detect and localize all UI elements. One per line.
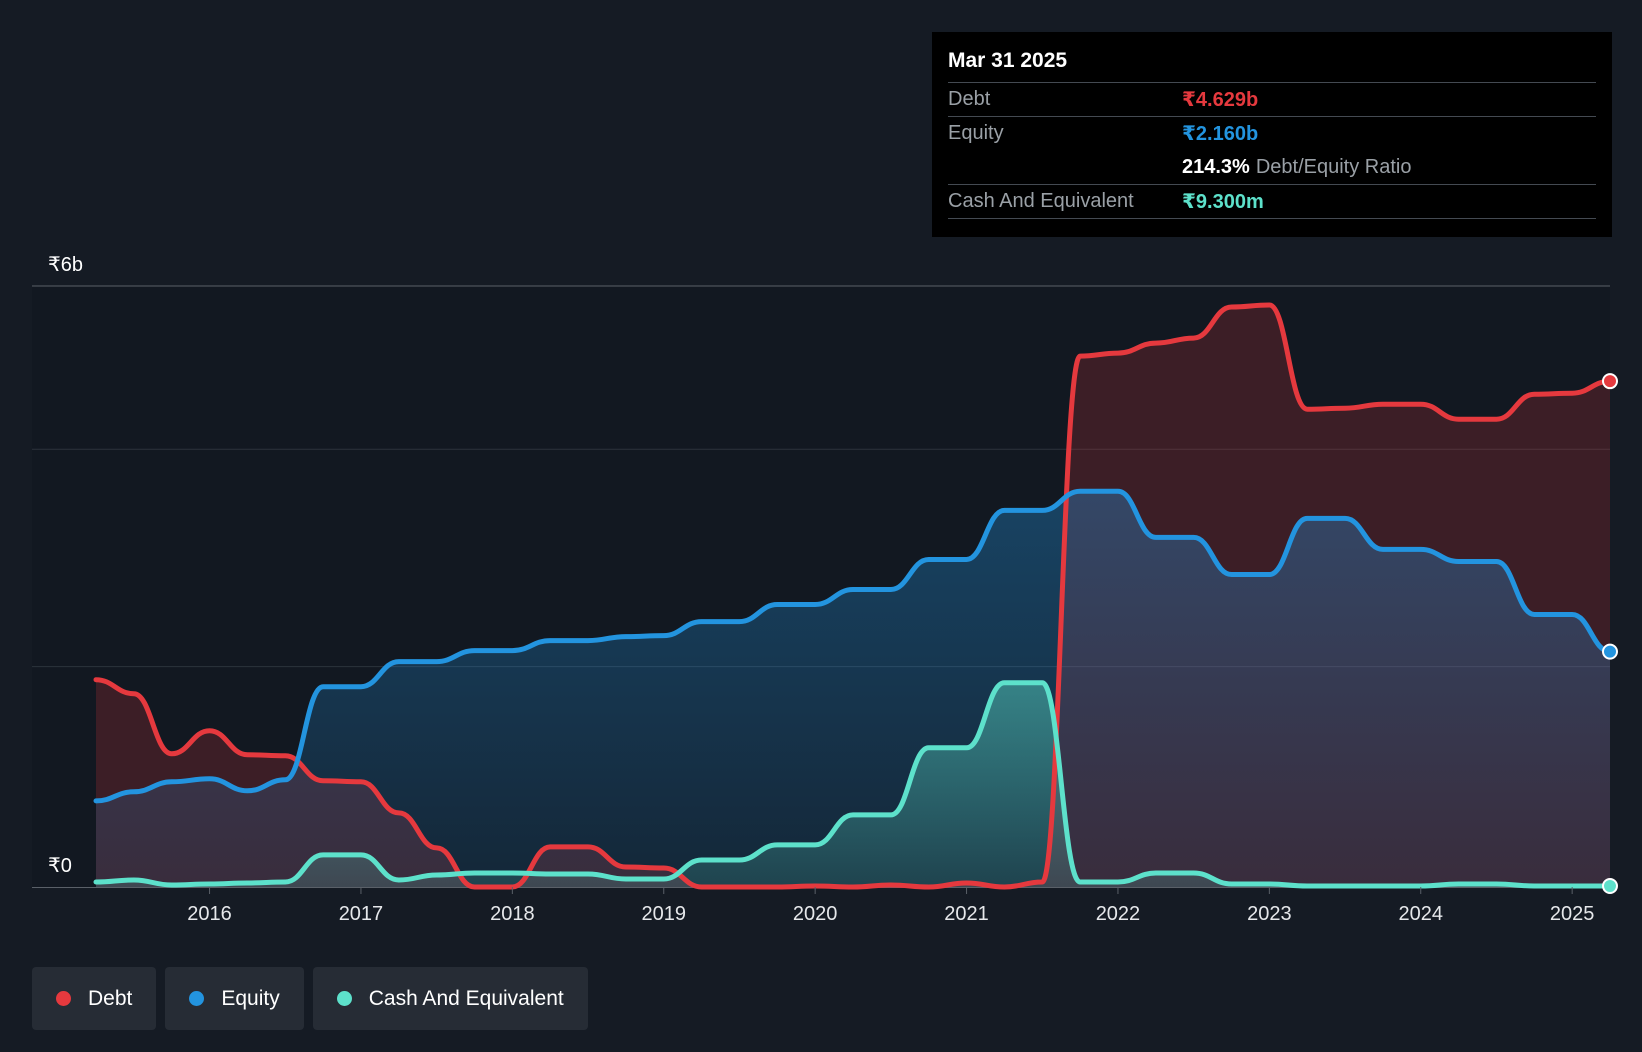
equity-area: [96, 491, 1610, 887]
tooltip-debt-label: Debt: [948, 88, 991, 110]
x-tick-label: 2021: [944, 903, 989, 925]
tooltip-ratio-row: 214.3% Debt/Equity Ratio: [948, 151, 1596, 185]
x-tick-label: 2019: [642, 903, 687, 925]
legend-item-equity[interactable]: Equity: [165, 967, 304, 1030]
hover-tooltip: Mar 31 2025 Debt ₹4.629b Equity ₹2.160b …: [932, 32, 1612, 237]
debt-end-marker[interactable]: [1602, 373, 1618, 390]
x-tick-label: 2025: [1550, 903, 1595, 925]
tooltip-equity-value: ₹2.160b: [1182, 123, 1259, 145]
cash-line: [93, 680, 1613, 889]
equity-end-marker[interactable]: [1602, 643, 1618, 660]
tooltip-debt-value: ₹4.629b: [1182, 89, 1259, 111]
x-tick-label: 2020: [793, 903, 838, 925]
legend-dot-debt-icon: [56, 991, 71, 1006]
y-tick-label: ₹0: [48, 855, 72, 877]
tooltip-cash-value: ₹9.300m: [1182, 191, 1264, 213]
cash-end-marker[interactable]: [1602, 877, 1618, 894]
x-tick-label: 2023: [1247, 903, 1292, 925]
legend-item-debt[interactable]: Debt: [32, 967, 157, 1030]
x-tick-label: 2017: [339, 903, 384, 925]
equity-line: [93, 488, 1613, 804]
tooltip-cash-label: Cash And Equivalent: [948, 190, 1134, 212]
tooltip-equity-row: Equity ₹2.160b: [948, 117, 1596, 151]
tooltip-cash-row: Cash And Equivalent ₹9.300m: [948, 185, 1596, 219]
legend-dot-equity-icon: [189, 991, 205, 1006]
legend-dot-cash-icon: [336, 991, 352, 1006]
area-layer: [96, 305, 1610, 887]
legend-label-equity: Equity: [221, 986, 280, 1010]
marker-layer: [1602, 373, 1618, 894]
y-tick-label: ₹6b: [48, 254, 83, 276]
cash-area: [96, 682, 1610, 887]
x-tick-label: 2024: [1399, 903, 1444, 925]
line-layer: [93, 302, 1613, 890]
x-tick-label: 2018: [490, 903, 535, 925]
chart-legend: Debt Equity Cash And Equivalent: [32, 967, 588, 1030]
legend-item-cash[interactable]: Cash And Equivalent: [312, 967, 588, 1030]
tooltip-equity-label: Equity: [948, 122, 1004, 144]
x-tick-label: 2022: [1096, 903, 1141, 925]
debt-line: [93, 302, 1613, 890]
tooltip-debt-row: Debt ₹4.629b: [948, 83, 1596, 117]
x-tick-label: 2016: [187, 903, 232, 925]
tooltip-ratio-value: 214.3%: [1182, 156, 1250, 178]
axis-layer: ₹6b ₹0 2016 2017 2018 2019 2020 2021 2022 2023 202…: [48, 254, 1594, 925]
legend-label-cash: Cash And Equivalent: [368, 986, 564, 1010]
legend-label-debt: Debt: [88, 986, 133, 1010]
tooltip-ratio-label: Debt/Equity Ratio: [1255, 156, 1412, 178]
tooltip-date: Mar 31 2025: [948, 46, 1596, 83]
